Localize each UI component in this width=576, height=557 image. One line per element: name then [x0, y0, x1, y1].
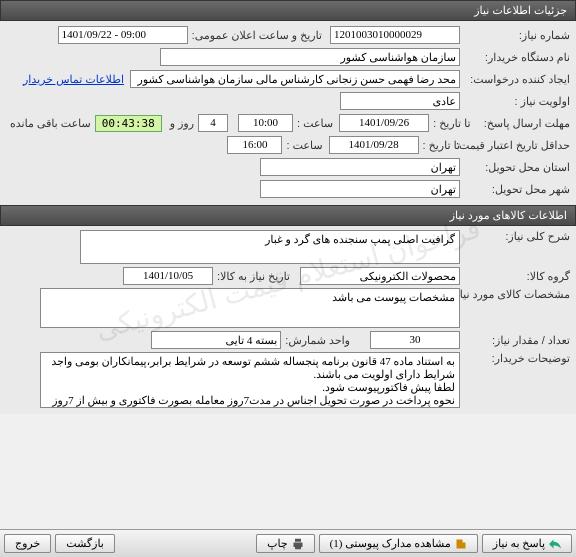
buyer-org-field[interactable]: [160, 48, 460, 66]
delivery-state-label: استان محل تحویل:: [460, 161, 570, 174]
days-and-label: روز و: [166, 117, 194, 130]
item-group-field[interactable]: [300, 267, 460, 285]
price-valid-label: حداقل تاریخ اعتبار قیمت:: [460, 139, 570, 152]
priority-label: اولویت نیاز :: [460, 95, 570, 108]
time-label-1: ساعت :: [293, 117, 333, 130]
buyer-notes-label: توضیحات خریدار:: [460, 352, 570, 365]
print-icon: [292, 538, 304, 550]
buyer-notes-field[interactable]: [40, 352, 460, 408]
general-desc-field[interactable]: [80, 230, 460, 264]
buyer-contact-link[interactable]: اطلاعات تماس خریدار: [23, 73, 124, 86]
reply-date-field[interactable]: [339, 114, 429, 132]
attachments-button-label: مشاهده مدارک پیوستی (1): [330, 537, 451, 550]
valid-date-field[interactable]: [329, 136, 419, 154]
requester-field[interactable]: [130, 70, 460, 88]
qty-field[interactable]: [370, 331, 460, 349]
remaining-label: ساعت باقی مانده: [6, 117, 91, 130]
items-info-form: شرح کلی نیاز: گروه کالا: تاریخ نیاز به ک…: [0, 226, 576, 414]
unit-field[interactable]: [151, 331, 281, 349]
back-button-label: بازگشت: [66, 537, 104, 550]
need-info-form: شماره نیاز: تاریخ و ساعت اعلان عمومی: نا…: [0, 21, 576, 205]
exit-button-label: خروج: [15, 537, 40, 550]
need-no-field[interactable]: [330, 26, 460, 44]
announce-dt-field[interactable]: [58, 26, 188, 44]
priority-field[interactable]: [340, 92, 460, 110]
delivery-city-field[interactable]: [260, 180, 460, 198]
qty-label: تعداد / مقدار نیاز:: [460, 334, 570, 347]
print-button-label: چاپ: [267, 537, 288, 550]
item-spec-field[interactable]: [40, 288, 460, 328]
valid-time-field[interactable]: [227, 136, 282, 154]
reply-icon: [549, 538, 561, 550]
delivery-state-field[interactable]: [260, 158, 460, 176]
action-bar: پاسخ به نیاز مشاهده مدارک پیوستی (1) چاپ…: [0, 529, 576, 557]
reply-time-field[interactable]: [238, 114, 293, 132]
print-button[interactable]: چاپ: [256, 534, 315, 553]
delivery-city-label: شهر محل تحویل:: [460, 183, 570, 196]
need-no-label: شماره نیاز:: [460, 29, 570, 42]
general-desc-label: شرح کلی نیاز:: [460, 230, 570, 243]
attachment-icon: [455, 538, 467, 550]
back-button[interactable]: بازگشت: [55, 534, 115, 553]
buyer-org-label: نام دستگاه خریدار:: [460, 51, 570, 64]
need-info-header: جزئیات اطلاعات نیاز: [0, 0, 576, 21]
time-label-2: ساعت :: [282, 139, 322, 152]
requester-label: ایجاد کننده درخواست:: [460, 73, 570, 86]
respond-button-label: پاسخ به نیاز: [493, 537, 545, 550]
attachments-button[interactable]: مشاهده مدارک پیوستی (1): [319, 534, 478, 553]
to-date-label-2: تا تاریخ :: [419, 139, 460, 152]
respond-button[interactable]: پاسخ به نیاز: [482, 534, 572, 553]
reply-deadline-label: مهلت ارسال پاسخ:: [471, 117, 570, 130]
need-date-label: تاریخ نیاز به کالا:: [213, 270, 290, 283]
days-remain-field[interactable]: [198, 114, 228, 132]
item-spec-label: مشخصات کالای مورد نیاز:: [460, 288, 570, 301]
unit-label: واحد شمارش:: [281, 334, 350, 347]
exit-button[interactable]: خروج: [4, 534, 51, 553]
item-group-label: گروه کالا:: [460, 270, 570, 283]
need-date-field[interactable]: [123, 267, 213, 285]
items-info-header: اطلاعات کالاهای مورد نیاز: [0, 205, 576, 226]
announce-dt-label: تاریخ و ساعت اعلان عمومی:: [188, 29, 322, 42]
countdown-box: 00:43:38: [95, 115, 162, 132]
to-date-label-1: تا تاریخ :: [429, 117, 470, 130]
